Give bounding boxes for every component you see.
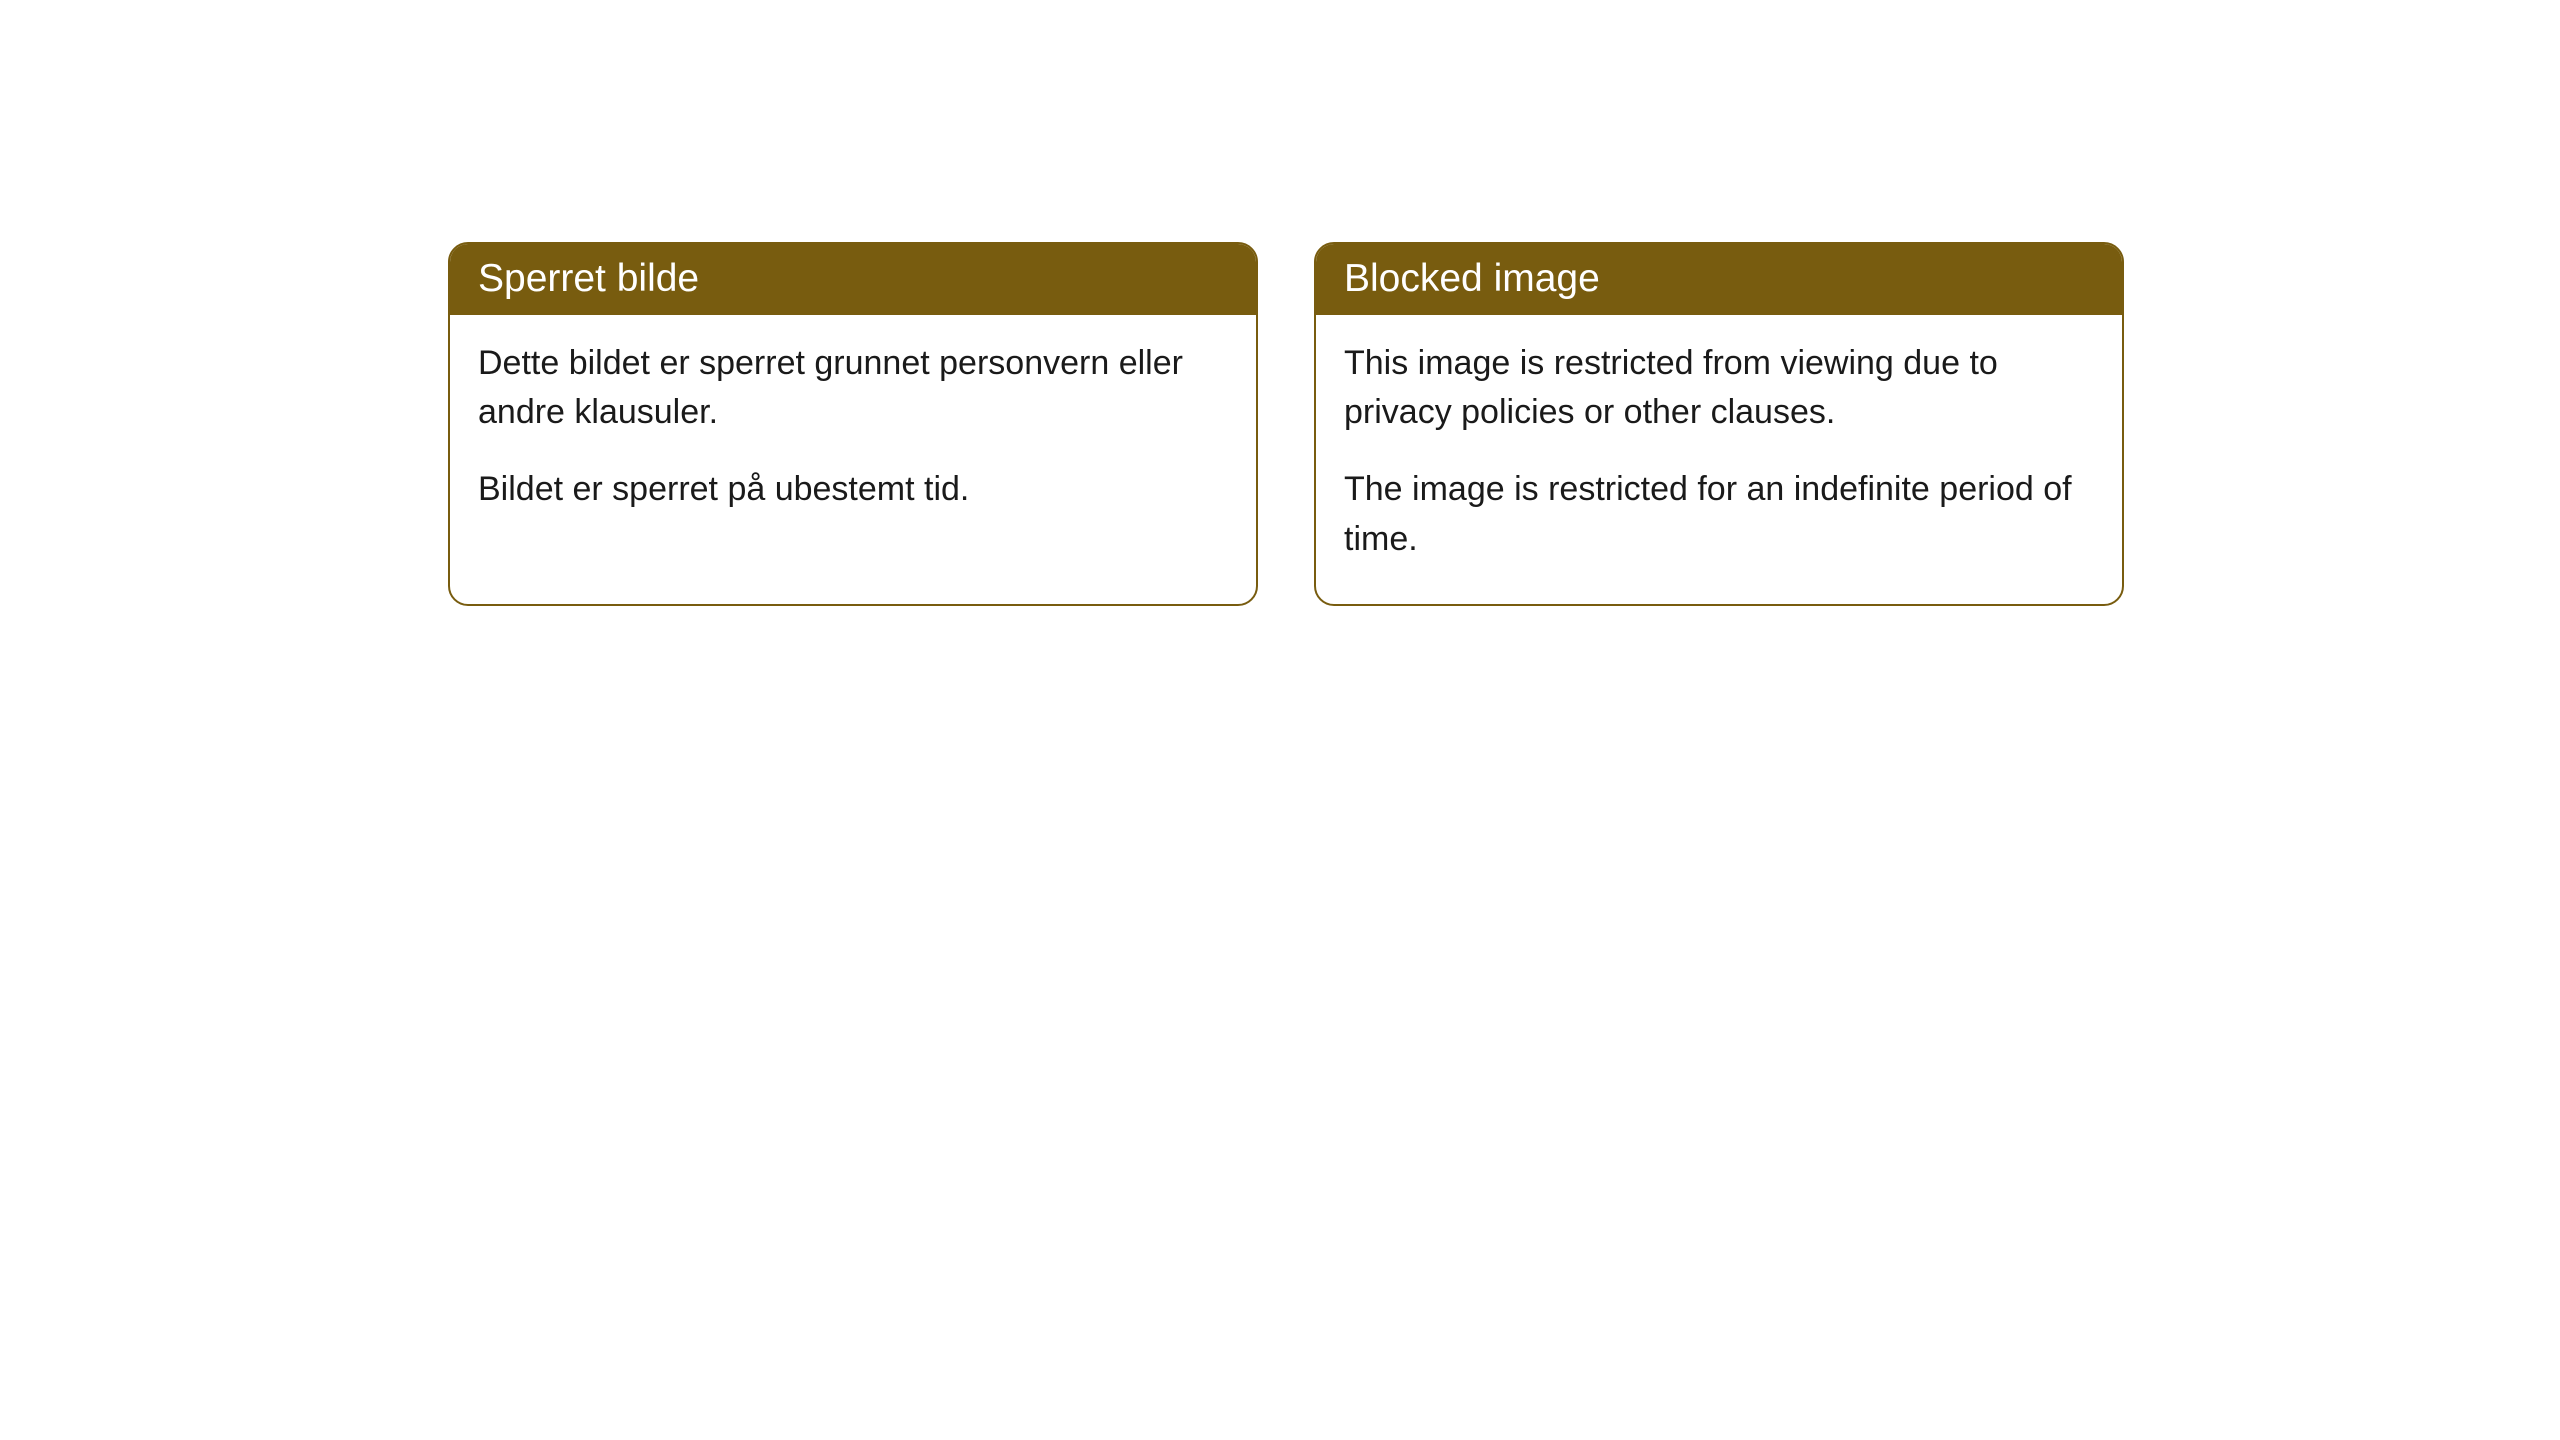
card-body-norwegian: Dette bildet er sperret grunnet personve…: [450, 315, 1256, 555]
card-paragraph-1-english: This image is restricted from viewing du…: [1344, 339, 2094, 438]
card-body-english: This image is restricted from viewing du…: [1316, 315, 2122, 604]
card-header-norwegian: Sperret bilde: [450, 244, 1256, 315]
card-paragraph-2-english: The image is restricted for an indefinit…: [1344, 465, 2094, 564]
card-paragraph-2-norwegian: Bildet er sperret på ubestemt tid.: [478, 465, 1228, 514]
card-english: Blocked image This image is restricted f…: [1314, 242, 2124, 606]
cards-container: Sperret bilde Dette bildet er sperret gr…: [448, 242, 2124, 606]
card-paragraph-1-norwegian: Dette bildet er sperret grunnet personve…: [478, 339, 1228, 438]
card-norwegian: Sperret bilde Dette bildet er sperret gr…: [448, 242, 1258, 606]
card-header-english: Blocked image: [1316, 244, 2122, 315]
